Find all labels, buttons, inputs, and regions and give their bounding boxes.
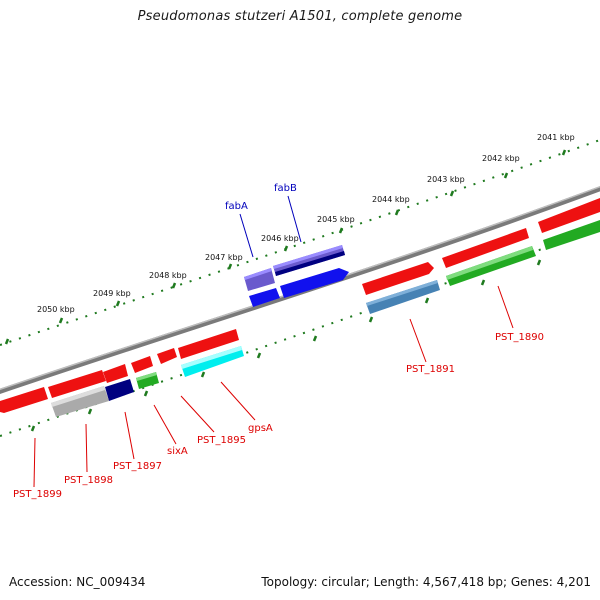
callout-fabA [239, 213, 254, 258]
gene-label-PST_1890: PST_1890 [495, 332, 544, 343]
callout-PST_1891 [409, 318, 427, 363]
callout-sixA [153, 404, 177, 445]
major-tick [283, 245, 289, 252]
gene-fabA-top [244, 268, 272, 280]
gene-label-PST_1898: PST_1898 [64, 475, 113, 486]
gene-gpsA-top [181, 346, 242, 369]
gene-label-sixA: sixA [167, 446, 188, 457]
major-tick [368, 316, 374, 323]
map-title: Pseudomonas stutzeri A1501, complete gen… [137, 9, 463, 24]
gene-fabA-body[interactable] [249, 288, 280, 307]
scale-label: 2042 kbp [482, 154, 520, 163]
major-tick [87, 408, 93, 415]
gene-fabB-lower [275, 251, 345, 276]
major-tick [561, 149, 567, 156]
scale-label: 2046 kbp [261, 234, 299, 243]
gene-small-red-1[interactable] [157, 348, 177, 364]
gene-fabB-body[interactable] [280, 268, 349, 298]
scale-label: 2047 kbp [205, 253, 243, 262]
gene-small-red-2[interactable] [131, 356, 153, 373]
major-tick [30, 425, 36, 432]
gene-PST_1897-forward[interactable] [103, 364, 128, 383]
major-tick [480, 279, 486, 286]
gene-PST_1891-forward[interactable] [362, 262, 434, 295]
gene-label-fabB: fabB [274, 183, 297, 194]
accession-text: Accession: NC_009434 [9, 575, 146, 589]
major-tick [58, 317, 64, 324]
gene-PST_1891-top [366, 280, 438, 306]
gene-label-PST_1891: PST_1891 [406, 364, 455, 375]
major-tick [312, 335, 318, 342]
major-tick [256, 352, 262, 359]
gene-sixA[interactable] [136, 372, 159, 389]
major-tick [4, 338, 10, 345]
major-tick [503, 172, 509, 179]
gene-label-gpsA: gpsA [248, 423, 273, 434]
callout-PST_1899 [33, 437, 36, 488]
gene-label-fabA: fabA [225, 201, 248, 212]
scale-label: 2049 kbp [93, 289, 131, 298]
scale-label: 2043 kbp [427, 175, 465, 184]
callout-lines [33, 195, 514, 488]
scale-label: 2044 kbp [372, 195, 410, 204]
gene-right-green[interactable] [543, 220, 600, 250]
callout-gpsA [220, 381, 256, 421]
gene-label-PST_1899: PST_1899 [13, 489, 62, 500]
major-tick [143, 390, 149, 397]
gene-PST_1890-top [446, 246, 533, 280]
gene-label-PST_1897: PST_1897 [113, 461, 162, 472]
scale-label: 2050 kbp [37, 305, 75, 314]
major-tick [338, 227, 344, 234]
scale-label: 2045 kbp [317, 215, 355, 224]
scale-major-ticks-outer [4, 149, 567, 345]
major-tick [115, 300, 121, 307]
major-tick [449, 190, 455, 197]
gene-right-red[interactable] [538, 198, 600, 233]
callout-fabB [287, 195, 302, 243]
callout-PST_1897 [124, 411, 135, 460]
major-tick [394, 209, 400, 216]
gene-PST_1890-forward[interactable] [442, 228, 529, 268]
gene-fabB-top [273, 245, 343, 269]
major-tick [536, 259, 542, 266]
gene-PST_1898-top [51, 386, 105, 407]
gene-sixA-top [136, 372, 157, 381]
major-tick [424, 297, 430, 304]
genome-summary-text: Topology: circular; Length: 4,567,418 bp… [261, 575, 591, 589]
callout-PST_1890 [497, 285, 514, 329]
gene-PST_1897[interactable] [105, 379, 134, 401]
gene-PST_1898[interactable] [51, 386, 109, 417]
callout-PST_1898 [85, 423, 88, 473]
gene-PST_1898-forward[interactable] [48, 370, 106, 398]
scale-label: 2041 kbp [537, 133, 575, 142]
major-tick [200, 371, 206, 378]
scale-label: 2048 kbp [149, 271, 187, 280]
gene-fabA[interactable] [244, 268, 275, 291]
gene-PST_1891[interactable] [366, 280, 440, 314]
gene-label-PST_1895: PST_1895 [197, 435, 246, 446]
gene-PST_1895-forward[interactable] [178, 329, 239, 359]
major-tick [171, 282, 177, 289]
callout-PST_1895 [180, 395, 215, 433]
gene-PST_1899-forward[interactable] [0, 387, 48, 413]
major-tick [227, 263, 233, 270]
